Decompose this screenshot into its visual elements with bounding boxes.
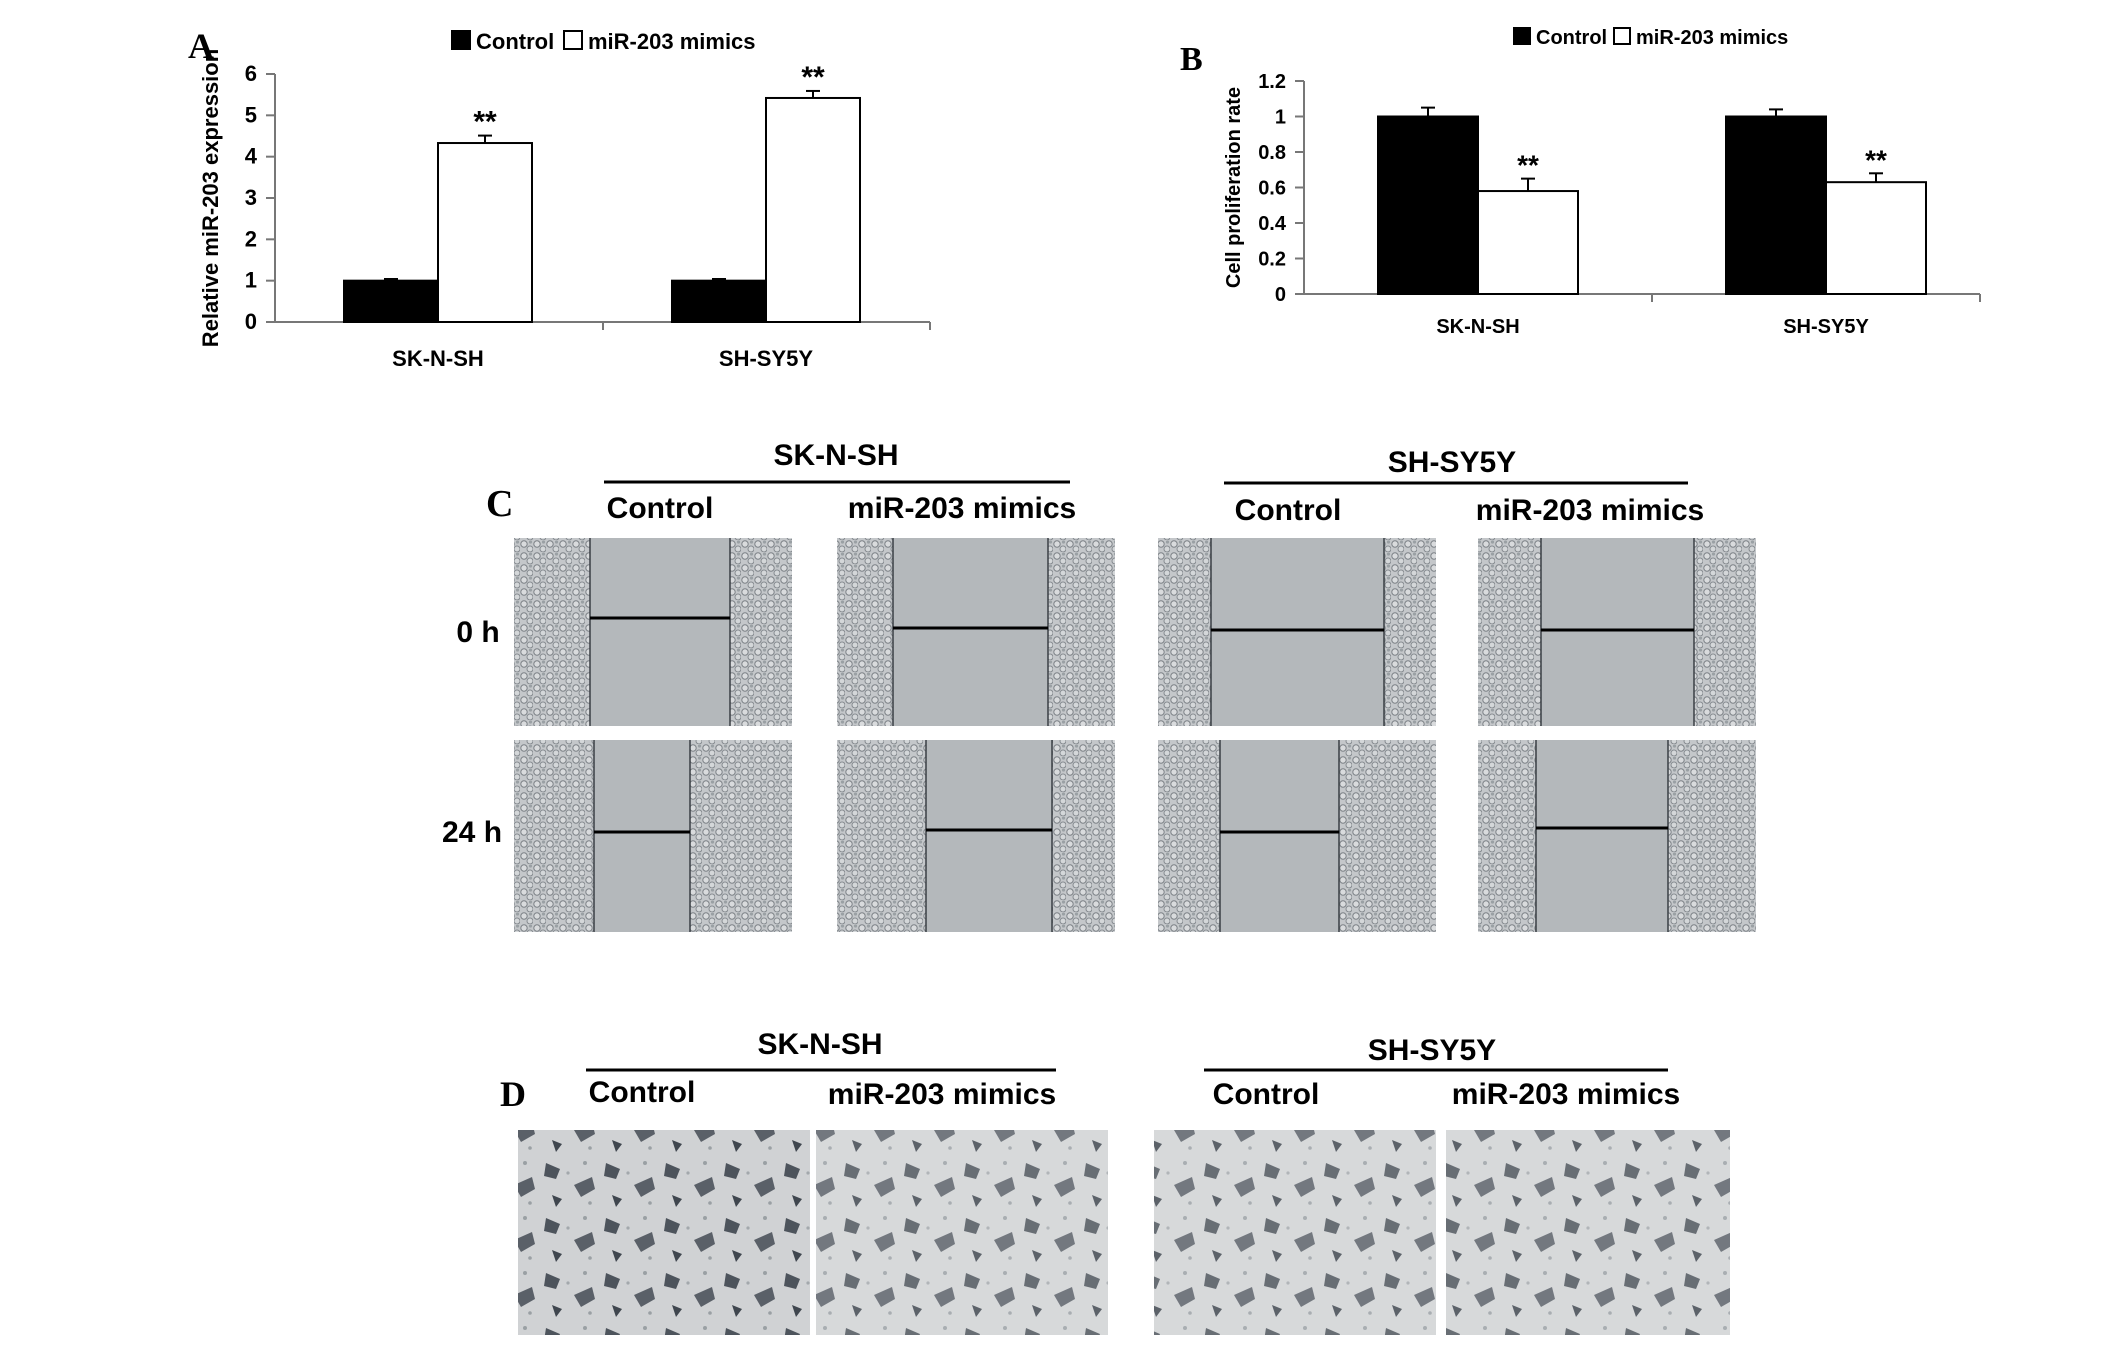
chart-b: 0 0.2 0.4 0.6 0.8 1 1.2 Cell proliferation rate…	[1223, 27, 1981, 338]
time-label-24h: 24 h	[442, 816, 502, 849]
legend-label: Control	[476, 29, 554, 54]
wound-gap	[594, 740, 690, 932]
micrograph-stained-cells	[816, 1130, 1108, 1335]
bar-control	[1377, 115, 1479, 295]
bar-control	[343, 279, 439, 323]
micrograph-stained-cells	[518, 1130, 810, 1335]
condition-label: Control	[589, 1076, 696, 1109]
wound-gap	[1536, 740, 1668, 932]
y-tick-label: 3	[245, 185, 257, 210]
wound-gap	[1211, 538, 1384, 726]
bar-mimics	[765, 96, 861, 324]
panel-label-d: D	[500, 1074, 526, 1114]
bar-mimics	[1825, 181, 1927, 295]
bar-mimics	[437, 142, 533, 323]
y-tick-label: 4	[245, 144, 258, 169]
legend-swatch-control	[451, 30, 471, 50]
condition-label: Control	[1235, 494, 1342, 527]
bar-mimics	[1477, 190, 1579, 295]
significance-label: **	[1865, 144, 1887, 175]
panel-d-transwell: SK-N-SH SH-SY5Y Control miR-203 mimics C…	[518, 1028, 1730, 1335]
group-label-sh-sy5y: SH-SY5Y	[1388, 446, 1516, 479]
y-tick-label: 0.2	[1258, 249, 1286, 271]
panel-label-b: B	[1180, 41, 1203, 78]
y-axis-label: Cell proliferation rate	[1223, 87, 1245, 288]
time-label-0h: 0 h	[456, 616, 499, 649]
y-tick-label: 1	[1275, 107, 1286, 129]
panel-label-c: C	[486, 483, 513, 525]
panel-label-a: A	[188, 26, 214, 66]
y-tick-label: 2	[245, 226, 257, 251]
x-tick-label: SK-N-SH	[392, 346, 484, 371]
group-label-sh-sy5y: SH-SY5Y	[1368, 1034, 1496, 1067]
y-tick-label: 0	[1275, 284, 1286, 306]
bar-control	[671, 279, 767, 323]
y-tick-label: 0	[245, 309, 257, 334]
y-tick-label: 1	[245, 268, 257, 293]
condition-label: Control	[607, 492, 714, 525]
panel-c-wound-healing: SK-N-SH SH-SY5Y Control miR-203 mimics C…	[442, 439, 1756, 932]
x-tick-label: SH-SY5Y	[1783, 316, 1869, 338]
significance-label: **	[473, 106, 497, 139]
legend-swatch-mimics	[1613, 27, 1631, 45]
group-label-sk-n-sh: SK-N-SH	[758, 1028, 883, 1061]
wound-gap	[893, 538, 1048, 726]
condition-label: miR-203 mimics	[848, 492, 1076, 525]
y-tick-label: 0.6	[1258, 178, 1286, 200]
significance-label: **	[801, 61, 825, 94]
wound-gap	[926, 740, 1052, 932]
chart-a: 0 1 2 3 4 5 6 Relative miR-203 expression ** SK-N…	[198, 29, 931, 371]
group-label-sk-n-sh: SK-N-SH	[774, 439, 899, 472]
legend-swatch-mimics	[563, 30, 583, 50]
legend-label: miR-203 mimics	[588, 29, 756, 54]
wound-gap	[1220, 740, 1339, 932]
y-tick-label: 1.2	[1258, 71, 1286, 93]
x-tick-label: SH-SY5Y	[719, 346, 813, 371]
wound-gap	[590, 538, 730, 726]
micrograph-stained-cells	[1154, 1130, 1436, 1335]
legend-label: miR-203 mimics	[1636, 27, 1788, 49]
condition-label: miR-203 mimics	[1476, 494, 1704, 527]
micrograph-stained-cells	[1446, 1130, 1730, 1335]
y-tick-label: 0.8	[1258, 142, 1286, 164]
condition-label: miR-203 mimics	[828, 1078, 1056, 1111]
y-tick-label: 6	[245, 61, 257, 86]
y-axis-label: Relative miR-203 expression	[198, 49, 223, 347]
wound-gap	[1541, 538, 1694, 726]
x-tick-label: SK-N-SH	[1436, 316, 1519, 338]
bar-control	[1725, 115, 1827, 295]
significance-label: **	[1517, 150, 1539, 181]
y-tick-label: 5	[245, 102, 257, 127]
condition-label: miR-203 mimics	[1452, 1078, 1680, 1111]
legend-label: Control	[1536, 27, 1607, 49]
condition-label: Control	[1213, 1078, 1320, 1111]
y-tick-label: 0.4	[1258, 213, 1287, 235]
legend-swatch-control	[1513, 27, 1531, 45]
